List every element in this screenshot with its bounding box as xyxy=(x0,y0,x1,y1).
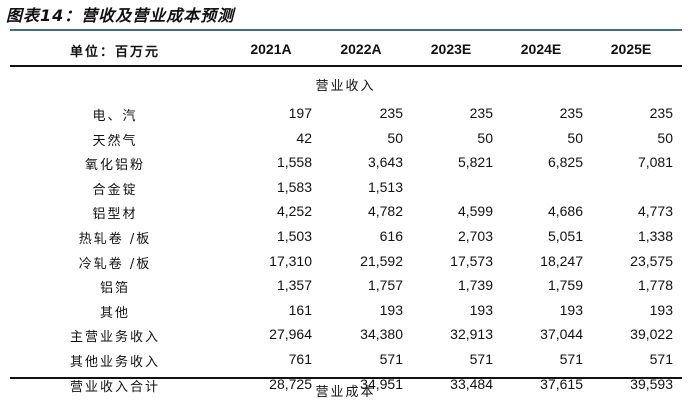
cell-value: 37,044 xyxy=(540,326,583,343)
cell-value: 1,739 xyxy=(457,277,493,294)
cell-value: 161 xyxy=(288,301,312,318)
cell-value: 193 xyxy=(379,301,403,318)
row-label: 氧化铝粉 xyxy=(84,158,145,174)
year-header: 2022A xyxy=(340,41,382,57)
unit-label: 单位：百万元 xyxy=(69,45,160,60)
row-label: 天然气 xyxy=(92,133,138,149)
cell-value: 4,773 xyxy=(637,203,673,220)
cell-value: 1,513 xyxy=(367,178,403,195)
cell-value: 571 xyxy=(379,351,403,367)
row-label: 电、汽 xyxy=(92,109,138,124)
top-rule xyxy=(10,29,682,31)
section-rule xyxy=(10,377,682,379)
table-row: 电、汽 197 235 235 235 235 xyxy=(0,102,691,124)
cell-value: 1,778 xyxy=(637,277,673,294)
cell-value: 42 xyxy=(296,129,312,146)
table-row: 天然气 42 50 50 50 50 xyxy=(0,127,691,149)
cell-value: 39,022 xyxy=(630,326,673,343)
cell-value: 4,686 xyxy=(547,203,583,220)
year-header: 2025E xyxy=(610,41,652,57)
cell-value: 17,310 xyxy=(269,252,312,269)
table-row: 主营业务收入 27,964 34,380 32,913 37,044 39,022 xyxy=(0,323,691,345)
table-row: 冷轧卷 /板 17,310 21,592 17,573 18,247 23,575 xyxy=(0,250,691,272)
cell-value: 571 xyxy=(559,351,583,367)
cell-value: 39,593 xyxy=(630,375,673,392)
cell-value: 1,357 xyxy=(276,277,312,294)
cell-value: 6,825 xyxy=(547,154,583,171)
cell-value: 193 xyxy=(469,301,493,318)
cell-value: 235 xyxy=(469,105,493,121)
section-revenue: 营业收入 xyxy=(315,79,376,94)
cell-value: 50 xyxy=(657,129,673,146)
cell-value: 4,252 xyxy=(276,203,312,220)
row-label: 铝箔 xyxy=(99,281,130,297)
year-header: 2023E xyxy=(430,41,472,57)
cell-value: 235 xyxy=(379,105,403,121)
cell-value: 28,725 xyxy=(269,375,312,392)
cell-value: 21,592 xyxy=(360,252,403,269)
year-header: 2021A xyxy=(250,41,292,57)
cell-value: 50 xyxy=(567,129,583,146)
row-label: 合金锭 xyxy=(92,182,138,198)
cell-value: 5,821 xyxy=(457,154,493,171)
cell-value: 27,964 xyxy=(269,326,312,343)
cell-value: 1,759 xyxy=(547,277,583,294)
cell-value: 3,643 xyxy=(367,154,403,171)
table-row: 热轧卷 /板 1,503 616 2,703 5,051 1,338 xyxy=(0,225,691,247)
cell-value: 34,951 xyxy=(360,375,403,392)
figure-title: 图表14：营收及营业成本预测 xyxy=(6,6,235,25)
cell-value: 32,913 xyxy=(450,326,493,343)
cell-value: 1,583 xyxy=(276,178,312,195)
table-row: 合金锭 1,583 1,513 xyxy=(0,176,691,198)
row-label: 其他业务收入 xyxy=(69,355,160,370)
cell-value: 1,558 xyxy=(276,154,312,171)
cell-value: 37,615 xyxy=(540,375,583,392)
table-row: 其他 161 193 193 193 193 xyxy=(0,299,691,321)
cell-value: 193 xyxy=(559,301,583,318)
cell-value: 23,575 xyxy=(630,252,673,269)
cell-value: 33,484 xyxy=(450,375,493,392)
row-label: 冷轧卷 /板 xyxy=(78,256,152,272)
cell-value: 616 xyxy=(379,228,403,244)
cell-value: 2,703 xyxy=(457,228,493,244)
cell-value: 571 xyxy=(649,351,673,367)
table-row: 营业收入合计 28,725 34,951 33,484 37,615 39,593 xyxy=(0,373,691,395)
header-rule xyxy=(10,65,682,67)
cell-value: 571 xyxy=(469,351,493,367)
cell-value: 235 xyxy=(559,105,583,121)
cell-value: 1,757 xyxy=(367,277,403,294)
cell-value: 761 xyxy=(288,351,312,367)
table-row: 其他业务收入 761 571 571 571 571 xyxy=(0,348,691,370)
table-row: 铝箔 1,357 1,757 1,739 1,759 1,778 xyxy=(0,274,691,296)
year-header: 2024E xyxy=(520,41,562,57)
table-row: 氧化铝粉 1,558 3,643 5,821 6,825 7,081 xyxy=(0,151,691,173)
cell-value: 1,503 xyxy=(276,228,312,244)
row-label: 铝型材 xyxy=(92,207,138,223)
cell-value: 18,247 xyxy=(540,252,583,269)
cell-value: 4,599 xyxy=(457,203,493,220)
cell-value: 1,338 xyxy=(637,228,673,244)
cell-value: 4,782 xyxy=(367,203,403,220)
row-label: 营业收入合计 xyxy=(69,379,160,395)
cell-value: 193 xyxy=(649,301,673,318)
cell-value: 50 xyxy=(477,129,493,146)
cell-value: 34,380 xyxy=(360,326,403,343)
row-label: 主营业务收入 xyxy=(69,330,160,346)
cell-value: 17,573 xyxy=(450,252,493,269)
cell-value: 50 xyxy=(387,129,403,146)
cell-value: 7,081 xyxy=(637,154,673,171)
cell-value: 235 xyxy=(649,105,673,121)
section-cost: 营业成本 xyxy=(315,385,376,400)
cell-value: 197 xyxy=(288,105,312,121)
table-row: 铝型材 4,252 4,782 4,599 4,686 4,773 xyxy=(0,200,691,222)
row-label: 其他 xyxy=(99,305,130,321)
table-header: 单位：百万元 2021A 2022A 2023E 2024E 2025E xyxy=(0,38,691,60)
row-label: 热轧卷 /板 xyxy=(78,232,152,247)
cell-value: 5,051 xyxy=(547,228,583,244)
